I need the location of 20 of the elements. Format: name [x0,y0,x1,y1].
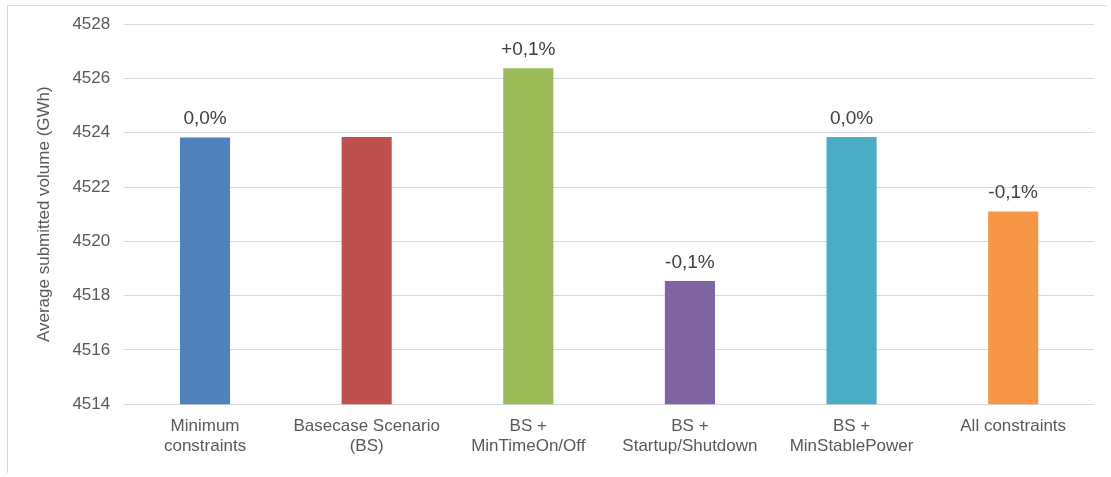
y-tick-label: 4522 [72,176,111,196]
y-tick-label: 4528 [72,13,111,33]
y-axis-title: Average submitted volume (GWh) [33,86,53,343]
annotation: 0,0% [829,106,874,128]
annotation: -0,1% [665,250,715,272]
x-tick-label: All constraints [960,416,1067,436]
y-tick-label: 4514 [72,393,111,413]
y-tick-label: 4518 [72,285,111,305]
y-tick-label: 4526 [72,68,111,88]
y-tick-label: 4516 [72,339,111,359]
x-tick-label: Minimum constraints [163,416,247,456]
x-tick-label: BS + Startup/Shutdown [622,416,758,456]
annotation: +0,1% [501,37,556,59]
x-tick-label: Basecase Scenario (BS) [293,416,440,456]
x-tick-label: BS + MinTimeOn/Off [471,416,586,456]
x-tick-label: BS + MinStablePower [789,416,914,456]
y-tick-label: 4524 [72,122,111,142]
y-tick-label: 4520 [72,231,111,251]
annotation: -0,1% [988,181,1039,203]
annotation: 0,0% [183,107,227,129]
